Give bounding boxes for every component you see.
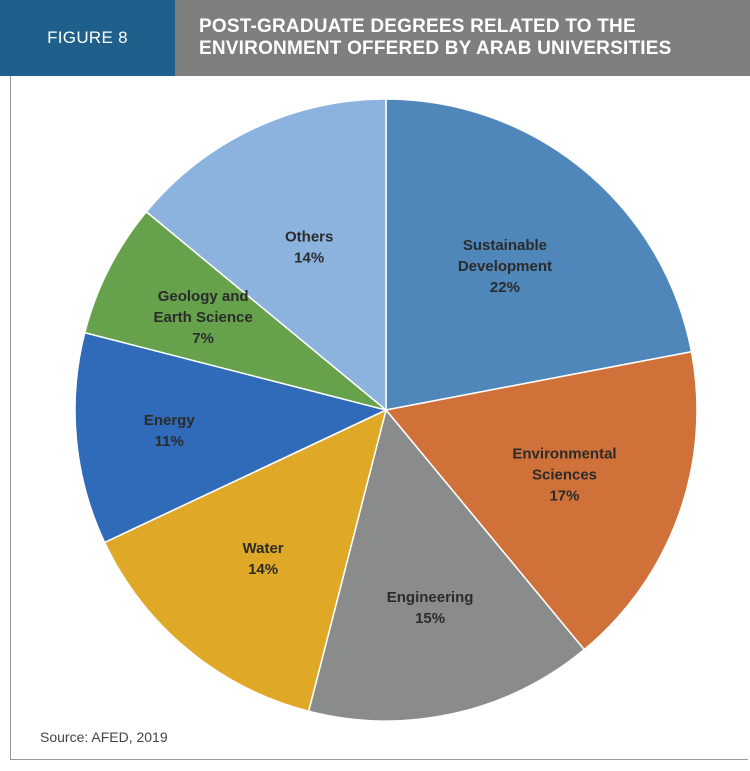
pie-slice-label-3: Water 14% xyxy=(243,540,284,578)
pie-slice-value-5: 7% xyxy=(192,330,214,347)
pie-slice-0 xyxy=(385,98,693,411)
pie-slice-value-6: 14% xyxy=(294,249,324,266)
figure-title: POST-GRADUATE DEGREES RELATED TO THE ENV… xyxy=(175,0,750,76)
pie-slice-value-2: 15% xyxy=(415,610,445,627)
pie-slice-name-0: Development xyxy=(458,258,552,275)
pie-slice-label-4: Energy 11% xyxy=(144,412,196,450)
figure-title-line-1: POST-GRADUATE DEGREES RELATED TO THE xyxy=(199,16,636,37)
pie-slice-2 xyxy=(307,408,586,722)
pie-slice-name-2: Engineering xyxy=(387,589,474,606)
pie-slice-name-0: Sustainable xyxy=(463,237,547,254)
pie-slice-1 xyxy=(384,350,698,651)
pie-slice-name-4: Energy xyxy=(144,412,196,429)
pie-slice-name-3: Water xyxy=(243,540,284,557)
pie-slice-name-6: Others xyxy=(285,228,333,245)
pie-slice-label-0: Sustainable Development 22% xyxy=(458,237,552,296)
pie-labels: Sustainable Development 22% Environmental Sc… xyxy=(144,228,617,626)
pie-slice-6 xyxy=(145,98,387,412)
pie-slices xyxy=(74,98,698,722)
pie-slice-5 xyxy=(83,210,387,411)
pie-slice-3 xyxy=(103,408,388,713)
pie-slice-label-6: Others 14% xyxy=(285,228,333,266)
source-note: Source: AFED, 2019 xyxy=(40,729,168,745)
pie-slice-name-5: Earth Science xyxy=(154,309,253,326)
pie-slice-value-3: 14% xyxy=(248,561,278,578)
figure-number-label: FIGURE 8 xyxy=(0,0,175,76)
pie-slice-value-4: 11% xyxy=(155,433,184,450)
figure-frame xyxy=(10,0,748,760)
pie-slice-name-1: Environmental xyxy=(512,445,616,462)
figure-header: FIGURE 8 POST-GRADUATE DEGREES RELATED T… xyxy=(0,0,750,76)
pie-slice-name-5: Geology and xyxy=(158,288,249,305)
pie-slice-label-1: Environmental Sciences 17% xyxy=(512,445,616,504)
pie-slice-4 xyxy=(74,331,389,544)
pie-slice-value-1: 17% xyxy=(549,487,579,504)
pie-slice-value-0: 22% xyxy=(490,279,520,296)
pie-slice-label-2: Engineering 15% xyxy=(387,589,474,627)
pie-slice-label-5: Geology and Earth Science 7% xyxy=(154,288,253,347)
figure-title-line-2: ENVIRONMENT OFFERED BY ARAB UNIVERSITIES xyxy=(199,38,672,59)
pie-slice-name-1: Sciences xyxy=(532,466,597,483)
